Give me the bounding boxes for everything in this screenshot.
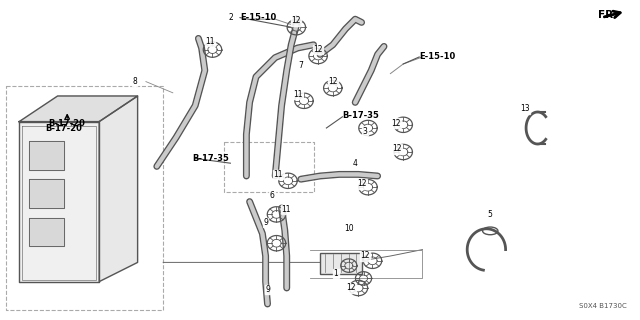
Text: 12: 12 bbox=[292, 16, 301, 25]
Text: E-15-10: E-15-10 bbox=[240, 13, 276, 22]
Polygon shape bbox=[19, 122, 99, 282]
Text: S0X4 B1730C: S0X4 B1730C bbox=[579, 303, 627, 309]
Text: B-17-35: B-17-35 bbox=[342, 111, 380, 120]
Text: 11: 11 bbox=[293, 90, 302, 99]
Text: 10: 10 bbox=[344, 224, 354, 233]
Text: 9: 9 bbox=[265, 285, 270, 294]
Text: 8: 8 bbox=[132, 77, 137, 86]
Text: B-17-20: B-17-20 bbox=[45, 124, 82, 132]
Text: 11: 11 bbox=[282, 205, 291, 214]
Text: B-17-20: B-17-20 bbox=[48, 119, 85, 128]
Text: 9: 9 bbox=[263, 218, 268, 227]
Polygon shape bbox=[19, 96, 138, 122]
Polygon shape bbox=[29, 141, 64, 170]
Text: 6: 6 bbox=[269, 191, 275, 200]
Bar bbox=[320, 253, 362, 274]
Text: 12: 12 bbox=[314, 45, 323, 54]
Text: 7: 7 bbox=[298, 61, 303, 70]
Text: 12: 12 bbox=[328, 77, 337, 86]
Text: B-17-35: B-17-35 bbox=[192, 154, 229, 163]
Text: 11: 11 bbox=[205, 37, 214, 46]
Text: 13: 13 bbox=[520, 104, 530, 113]
Text: 2: 2 bbox=[228, 13, 233, 22]
Text: FR.: FR. bbox=[598, 10, 618, 20]
Text: E-15-10: E-15-10 bbox=[419, 52, 456, 60]
Text: 3: 3 bbox=[362, 127, 367, 136]
Text: 12: 12 bbox=[358, 180, 367, 188]
Text: 12: 12 bbox=[391, 119, 400, 128]
Text: 5: 5 bbox=[487, 210, 492, 219]
Text: 12: 12 bbox=[346, 284, 355, 292]
Text: 12: 12 bbox=[360, 252, 369, 260]
Text: 12: 12 bbox=[392, 144, 401, 153]
Text: 1: 1 bbox=[333, 269, 339, 278]
Polygon shape bbox=[99, 96, 138, 282]
Text: 11: 11 bbox=[274, 170, 283, 179]
Polygon shape bbox=[29, 218, 64, 246]
Polygon shape bbox=[29, 179, 64, 208]
Text: 4: 4 bbox=[353, 159, 358, 168]
